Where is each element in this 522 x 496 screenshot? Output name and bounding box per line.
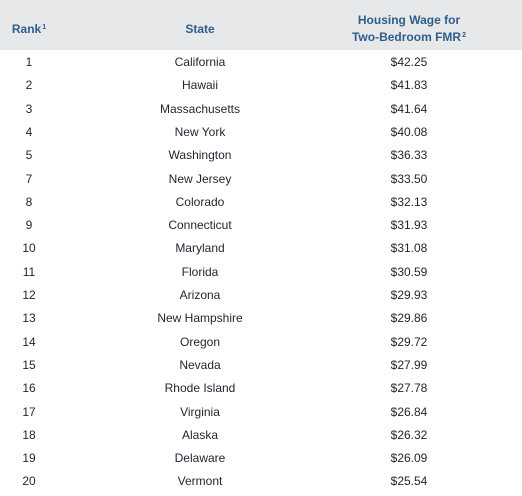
wage-cell: $31.93 (390, 218, 428, 233)
table-row: 2 Hawaii $41.83 (0, 74, 522, 97)
state-cell: Florida (181, 264, 219, 279)
wage-cell: $26.09 (390, 451, 428, 466)
header-rank-label: Rank (11, 22, 42, 36)
table-row: 19 Delaware $26.09 (0, 447, 522, 470)
rank-cell: 19 (22, 451, 36, 466)
rank-cell: 17 (22, 404, 36, 419)
wage-cell: $41.64 (390, 101, 428, 116)
state-cell: Hawaii (181, 78, 218, 93)
table-row: 20 Vermont $25.54 (0, 470, 522, 493)
table-header: Rank1 State Housing Wage for Two-Bedroom… (0, 0, 522, 50)
table-row: 16 Rhode Island $27.78 (0, 377, 522, 400)
state-cell: Colorado (175, 194, 225, 209)
wage-cell: $26.32 (390, 427, 428, 442)
wage-cell: $30.59 (390, 264, 428, 279)
header-wage-line1: Housing Wage for (357, 13, 461, 27)
table-row: 17 Virginia $26.84 (0, 401, 522, 424)
rank-cell: 7 (25, 171, 33, 186)
rank-cell: 5 (25, 148, 33, 163)
table-row: 13 New Hampshire $29.86 (0, 307, 522, 330)
state-cell: Oregon (179, 334, 221, 349)
rank-cell: 12 (22, 288, 36, 302)
header-housing-wage: Housing Wage for Two-Bedroom FMR2 (326, 12, 492, 46)
wage-cell: $27.78 (390, 381, 428, 396)
state-cell: Massachusetts (159, 101, 241, 116)
rank-cell: 13 (22, 311, 36, 326)
rank-cell: 16 (22, 381, 36, 396)
header-rank: Rank1 (0, 22, 58, 37)
wage-cell: $29.86 (390, 311, 428, 326)
rank-cell: 10 (22, 241, 36, 256)
rank-cell: 11 (22, 264, 36, 279)
header-wage-footnote: 2 (462, 32, 466, 39)
table-row: 9 Connecticut $31.93 (0, 214, 522, 237)
table-row: 11 Florida $30.59 (0, 261, 522, 284)
header-wage-line2-text: Two-Bedroom FMR (351, 30, 462, 44)
header-rank-footnote: 1 (42, 24, 47, 31)
rank-cell: 3 (25, 101, 33, 116)
table-row: 15 Nevada $27.99 (0, 354, 522, 377)
rank-cell: 15 (22, 357, 36, 372)
wage-cell: $40.08 (390, 124, 428, 139)
wage-cell: $42.25 (390, 55, 428, 69)
rank-cell: 20 (22, 474, 36, 489)
state-cell: Washington (168, 148, 232, 163)
table-row: 3 Massachusetts $41.64 (0, 98, 522, 121)
state-cell: Nevada (179, 357, 221, 372)
rank-cell: 14 (22, 334, 36, 349)
table-row: 8 Colorado $32.13 (0, 191, 522, 214)
state-cell: Maryland (175, 241, 225, 256)
rank-cell: 18 (22, 427, 36, 442)
rank-cell: 1 (25, 55, 33, 69)
state-cell: New Hampshire (157, 311, 243, 326)
rank-cell: 4 (25, 124, 33, 139)
rank-cell: 9 (25, 218, 33, 233)
wage-cell: $25.54 (390, 474, 428, 489)
wage-cell: $36.33 (390, 148, 428, 163)
wage-cell: $26.84 (390, 404, 428, 419)
state-cell: California (174, 55, 226, 69)
state-cell: Connecticut (168, 218, 232, 233)
table-row: 10 Maryland $31.08 (0, 237, 522, 260)
state-cell: Vermont (177, 474, 223, 489)
wage-cell: $41.83 (390, 78, 428, 93)
header-wage-line2: Two-Bedroom FMR2 (326, 29, 492, 46)
table-row: 5 Washington $36.33 (0, 144, 522, 167)
state-cell: Arizona (179, 288, 221, 302)
wage-cell: $33.50 (390, 171, 428, 186)
rank-cell: 2 (25, 78, 33, 93)
state-cell: Delaware (174, 451, 226, 466)
wage-cell: $29.72 (390, 334, 428, 349)
table-row: 18 Alaska $26.32 (0, 424, 522, 447)
table-row: 7 New Jersey $33.50 (0, 168, 522, 191)
wage-cell: $32.13 (390, 194, 428, 209)
state-cell: New Jersey (168, 171, 232, 186)
state-cell: Rhode Island (164, 381, 236, 396)
state-cell: New York (174, 124, 226, 139)
table-row: 4 New York $40.08 (0, 121, 522, 144)
wage-cell: $31.08 (390, 241, 428, 256)
header-state: State (185, 22, 215, 36)
table-row: 14 Oregon $29.72 (0, 331, 522, 354)
state-cell: Alaska (181, 427, 219, 442)
wage-cell: $29.93 (390, 288, 428, 302)
rank-cell: 8 (25, 194, 33, 209)
table-row: 12 Arizona $29.93 (0, 284, 522, 307)
wage-cell: $27.99 (390, 357, 428, 372)
state-cell: Virginia (180, 404, 220, 419)
table-row: 1 California $42.25 (0, 51, 522, 74)
